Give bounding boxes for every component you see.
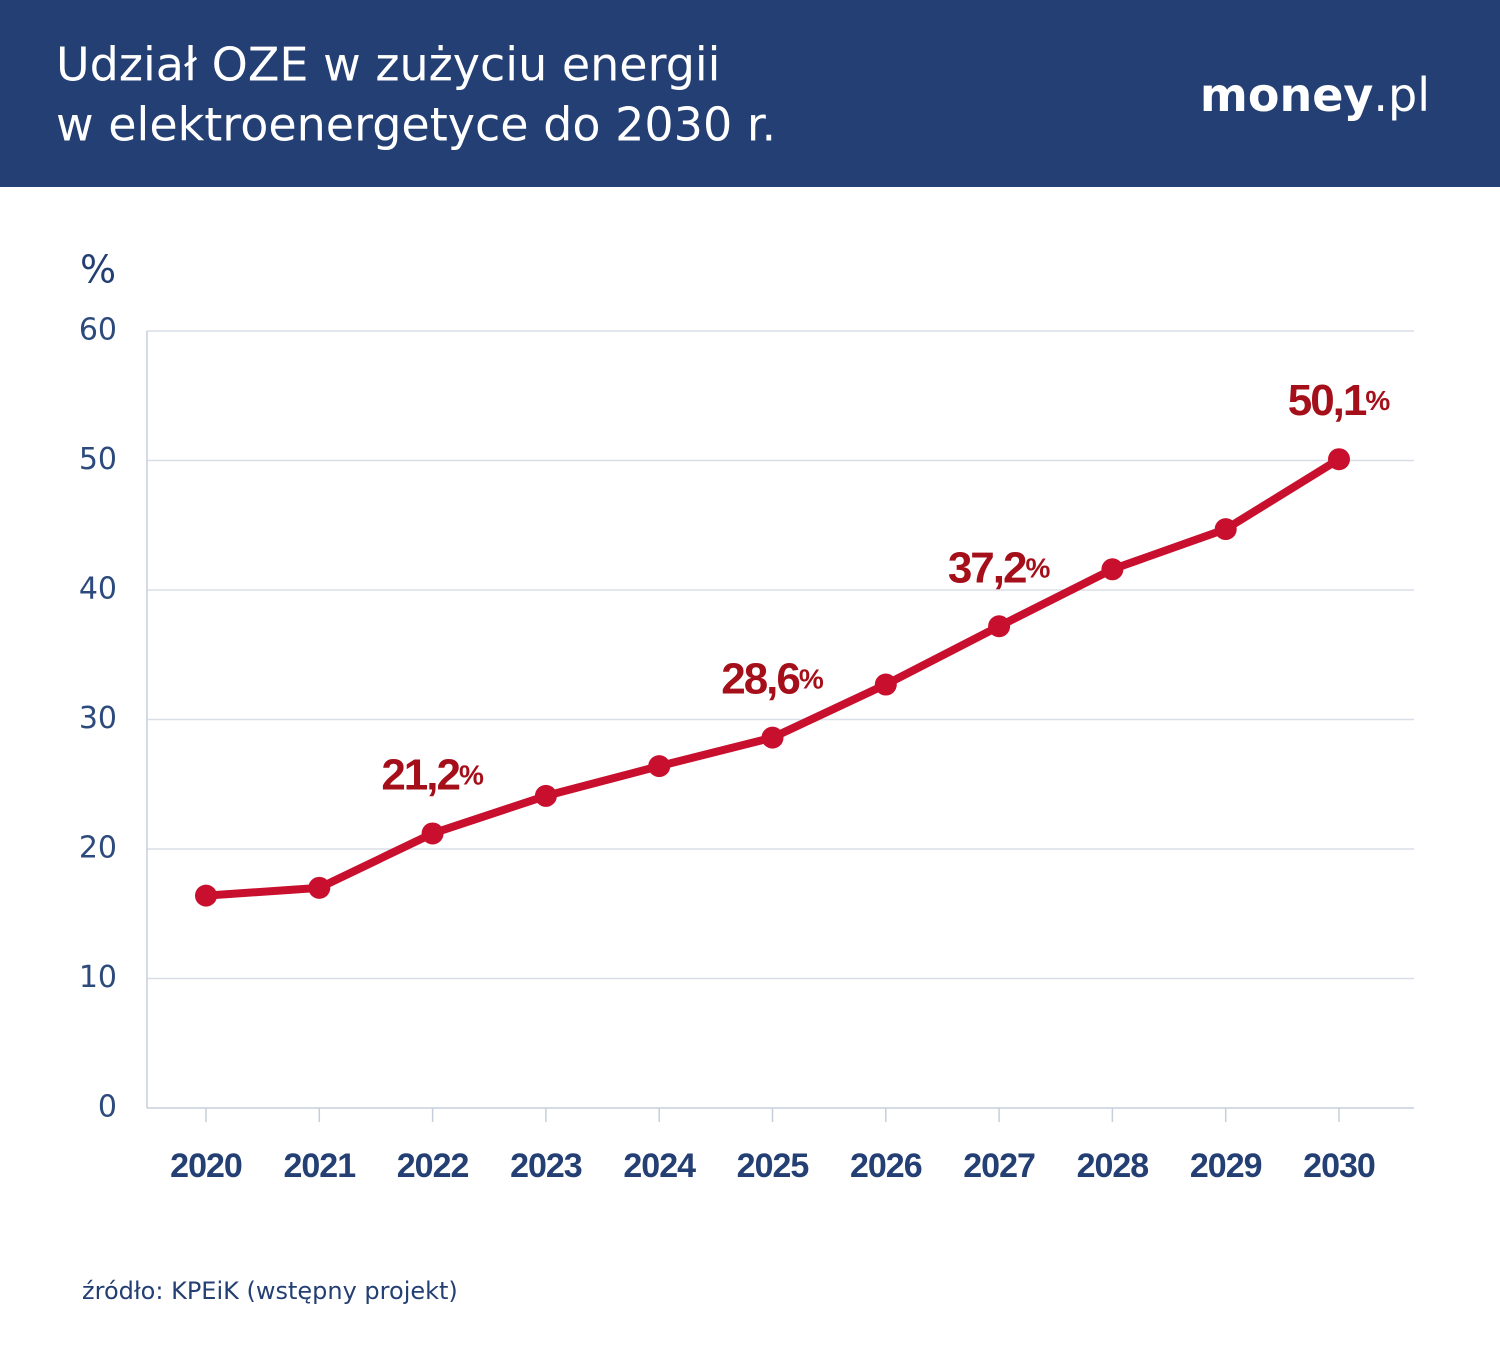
y-tick-label: 30 — [79, 701, 117, 736]
chart-title: Udział OZE w zużyciu energii — [56, 38, 720, 92]
data-point — [1214, 518, 1237, 541]
y-tick-label: 20 — [79, 831, 117, 866]
value-label: 21,2% — [381, 750, 484, 799]
x-tick-label: 2021 — [283, 1147, 355, 1185]
value-label: 50,1% — [1288, 376, 1391, 425]
data-point — [534, 784, 557, 807]
x-tick-label: 2023 — [510, 1147, 582, 1185]
x-tick-label: 2029 — [1190, 1147, 1262, 1185]
x-tick-label: 2025 — [737, 1147, 809, 1185]
data-point — [874, 673, 897, 696]
x-tick-label: 2028 — [1077, 1147, 1149, 1185]
chart-title: w elektroenergetyce do 2030 r. — [56, 98, 776, 152]
data-point — [1101, 558, 1124, 581]
y-tick-label: 10 — [79, 960, 117, 995]
data-point — [308, 876, 331, 899]
logo: money.pl — [1200, 68, 1430, 122]
y-tick-label: 0 — [98, 1090, 117, 1125]
data-point — [648, 755, 671, 778]
data-point — [761, 726, 784, 749]
source: źródło: KPEiK (wstępny projekt) — [82, 1277, 458, 1305]
data-point — [1328, 448, 1350, 471]
data-point — [988, 615, 1011, 638]
x-tick-label: 2020 — [170, 1147, 242, 1185]
y-tick-label: 50 — [79, 442, 117, 477]
y-tick-label: 60 — [79, 313, 117, 348]
value-label: 28,6% — [721, 654, 824, 703]
data-point — [195, 884, 217, 907]
y-axis-label: % — [80, 248, 116, 292]
data-point — [421, 822, 444, 845]
x-tick-label: 2027 — [963, 1147, 1035, 1185]
header-band — [0, 0, 1500, 187]
x-tick-label: 2026 — [850, 1147, 922, 1185]
value-label: 37,2% — [948, 543, 1051, 592]
x-tick-label: 2022 — [397, 1147, 469, 1185]
x-tick-label: 2024 — [623, 1147, 696, 1185]
x-tick-label: 2030 — [1303, 1147, 1375, 1185]
y-tick-label: 40 — [79, 572, 117, 607]
